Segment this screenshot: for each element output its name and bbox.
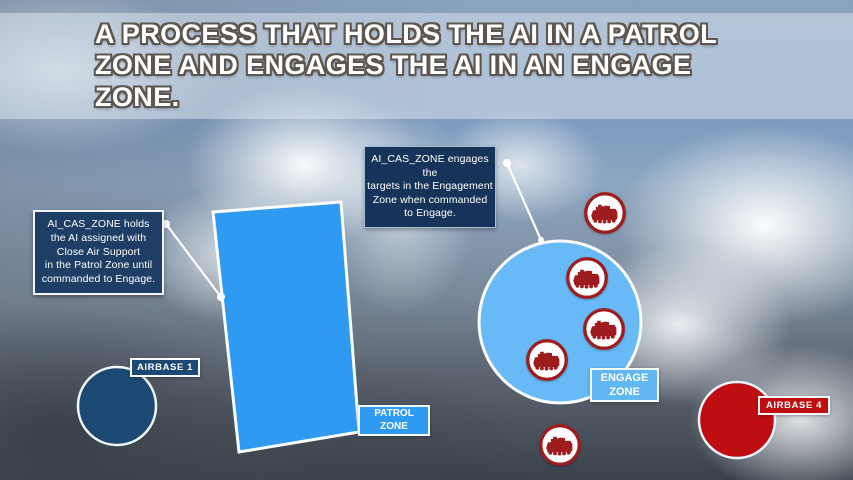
airbase-4-label[interactable]: AIRBASE 4	[758, 396, 830, 415]
airbase-1-shape[interactable]	[76, 365, 158, 447]
title-band: A PROCESS THAT HOLDS THE AI IN A PATROL …	[0, 13, 853, 119]
tank-target-icon[interactable]	[583, 191, 627, 235]
engage-zone-label[interactable]: ENGAGE ZONE	[590, 368, 659, 402]
patrol-zone-label[interactable]: PATROL ZONE	[358, 405, 430, 436]
engage-callout[interactable]: AI_CAS_ZONE engages the targets in the E…	[364, 146, 496, 228]
patrol-callout-connector	[162, 220, 225, 301]
patrol-hold-callout[interactable]: AI_CAS_ZONE holds the AI assigned with C…	[33, 210, 164, 295]
tank-target-icon[interactable]	[582, 307, 626, 351]
slide-title: A PROCESS THAT HOLDS THE AI IN A PATROL …	[95, 19, 718, 112]
tank-target-icon[interactable]	[538, 423, 582, 467]
engage-callout-connector	[503, 159, 544, 243]
tank-target-icon[interactable]	[565, 256, 609, 300]
patrol-zone-shape[interactable]	[211, 200, 361, 454]
tank-target-icon[interactable]	[525, 338, 569, 382]
airbase-4-shape[interactable]	[697, 380, 777, 460]
airbase-1-label[interactable]: AIRBASE 1	[130, 358, 200, 377]
